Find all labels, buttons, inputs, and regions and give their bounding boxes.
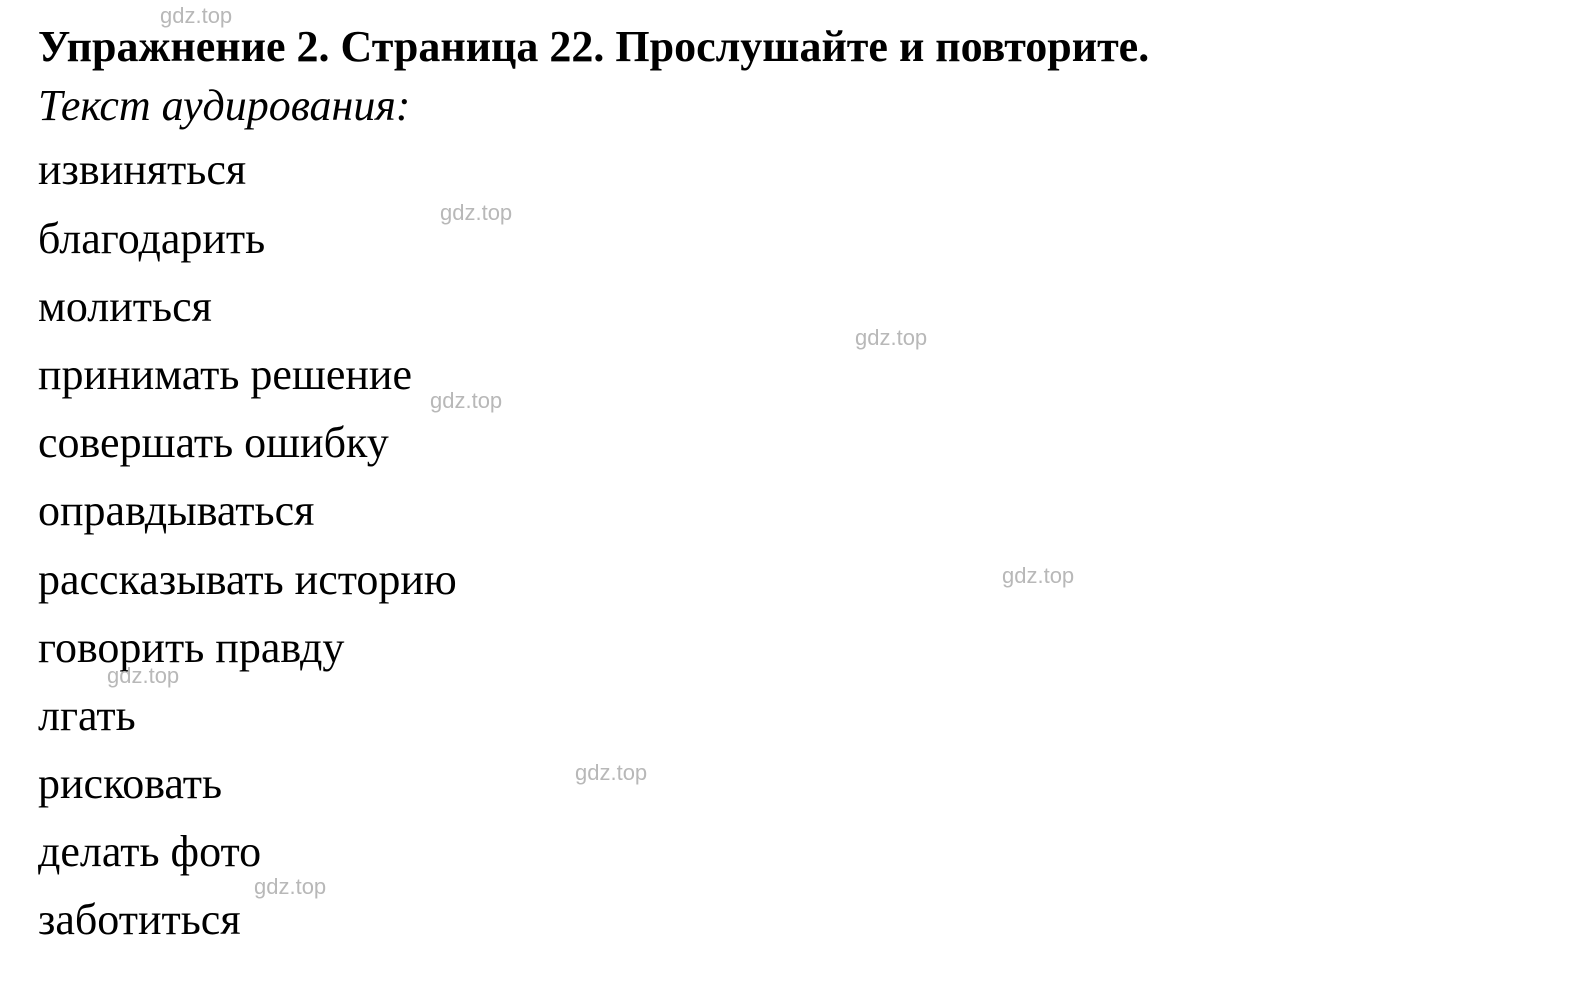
vocab-item: рассказывать историю [38,546,1595,614]
watermark: gdz.top [160,3,232,29]
watermark: gdz.top [440,200,512,226]
vocab-item: благодарить [38,205,1595,273]
vocab-item: говорить правду [38,614,1595,682]
vocab-item: рисковать [38,750,1595,818]
audio-subtitle: Текст аудирования: [38,77,1595,134]
watermark: gdz.top [1002,563,1074,589]
vocab-item: лгать [38,682,1595,750]
watermark: gdz.top [254,874,326,900]
watermark: gdz.top [855,325,927,351]
vocab-item: извиняться [38,136,1595,204]
watermark: gdz.top [107,663,179,689]
vocab-item: принимать решение [38,341,1595,409]
watermark: gdz.top [575,760,647,786]
vocab-item: молиться [38,273,1595,341]
watermark: gdz.top [430,388,502,414]
exercise-heading: Упражнение 2. Страница 22. Прослушайте и… [38,18,1595,75]
vocab-item: оправдываться [38,477,1595,545]
vocab-item: совершать ошибку [38,409,1595,477]
